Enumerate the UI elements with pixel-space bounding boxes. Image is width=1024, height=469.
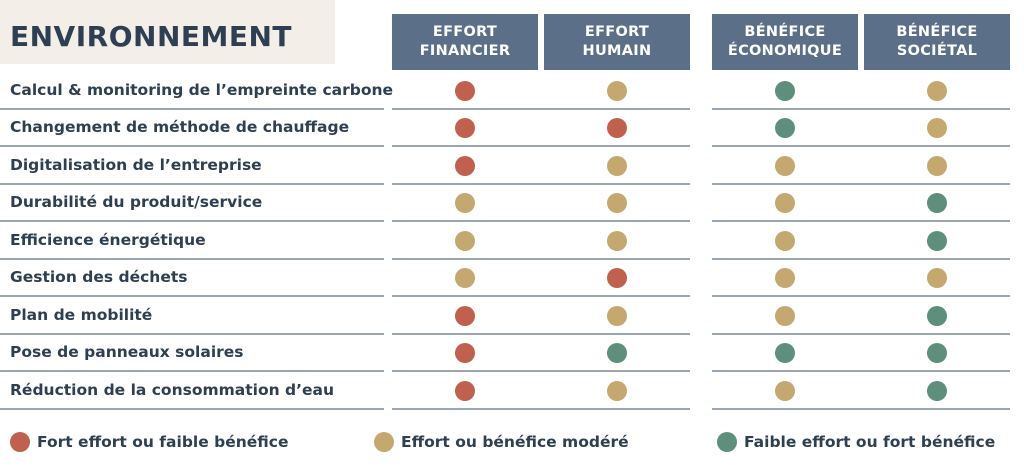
row-separator — [712, 257, 1010, 260]
page-title: ENVIRONNEMENT — [10, 20, 293, 53]
row-separator — [0, 220, 384, 222]
row-label: Gestion des déchets — [10, 268, 188, 286]
row-separator — [712, 407, 1010, 410]
row-separator — [392, 220, 690, 222]
legend-dot-red — [10, 432, 30, 452]
rating-dot-amber — [607, 305, 627, 326]
legend-dot-green — [717, 432, 737, 452]
legend-label: Effort ou bénéfice modéré — [401, 433, 629, 451]
rating-dot-amber — [775, 230, 795, 251]
rating-dot-amber — [775, 155, 795, 176]
title-box: ENVIRONNEMENT — [0, 0, 335, 64]
rating-dot-green — [927, 380, 947, 401]
rating-dot-green — [927, 230, 947, 251]
row-separator — [392, 145, 690, 147]
rating-dot-amber — [607, 230, 627, 251]
row-separator — [712, 295, 1010, 297]
rating-dot-red — [455, 80, 475, 101]
row-separator — [392, 407, 690, 410]
rating-dot-amber — [775, 193, 795, 214]
rating-dot-red — [607, 118, 627, 139]
row-separator — [0, 107, 384, 110]
rating-dot-red — [607, 268, 627, 289]
row-separator — [0, 407, 384, 410]
rating-dot-amber — [607, 193, 627, 214]
rating-dot-green — [607, 343, 627, 364]
column-header-0: EFFORT FINANCIER — [392, 14, 538, 70]
column-header-2: BÉNÉFICE ÉCONOMIQUE — [712, 14, 858, 70]
column-header-1: EFFORT HUMAIN — [544, 14, 690, 70]
rating-dot-green — [775, 343, 795, 364]
legend-label: Fort effort ou faible bénéfice — [37, 433, 289, 451]
row-separator — [392, 107, 690, 110]
row-separator — [392, 370, 690, 372]
rating-dot-red — [455, 118, 475, 139]
row-separator — [0, 370, 384, 372]
rating-dot-green — [927, 305, 947, 326]
rating-dot-amber — [775, 268, 795, 289]
row-separator — [392, 332, 690, 335]
rating-dot-amber — [607, 80, 627, 101]
rating-dot-red — [455, 380, 475, 401]
row-separator — [712, 220, 1010, 222]
row-label: Plan de mobilité — [10, 305, 153, 324]
row-separator — [392, 295, 690, 297]
row-separator — [712, 145, 1010, 147]
row-separator — [0, 257, 384, 260]
rating-dot-red — [455, 343, 475, 364]
rating-dot-amber — [607, 380, 627, 401]
rating-dot-amber — [455, 230, 475, 251]
rating-dot-amber — [607, 155, 627, 176]
rating-dot-amber — [455, 193, 475, 214]
row-separator — [392, 182, 690, 185]
rating-dot-amber — [775, 380, 795, 401]
rating-dot-red — [455, 305, 475, 326]
rating-dot-amber — [927, 118, 947, 139]
row-label: Calcul & monitoring de l’empreinte carbo… — [10, 80, 394, 99]
rating-dot-amber — [927, 80, 947, 101]
legend-item-amber: Effort ou bénéfice modéré — [374, 431, 629, 453]
legend-item-red: Fort effort ou faible bénéfice — [10, 431, 288, 453]
rating-dot-green — [775, 80, 795, 101]
rating-dot-green — [927, 193, 947, 214]
legend-item-green: Faible effort ou fort bénéfice — [717, 431, 995, 453]
row-label: Durabilité du produit/service — [10, 193, 263, 211]
rating-dot-amber — [927, 268, 947, 289]
column-header-3: BÉNÉFICE SOCIÉTAL — [864, 14, 1010, 70]
row-label: Pose de panneaux solaires — [10, 343, 244, 361]
rating-dot-green — [927, 343, 947, 364]
row-separator — [0, 145, 384, 147]
row-separator — [712, 370, 1010, 372]
legend-label: Faible effort ou fort bénéfice — [744, 433, 996, 451]
rating-dot-amber — [775, 305, 795, 326]
rating-dot-amber — [927, 155, 947, 176]
row-separator — [0, 182, 384, 185]
row-label: Changement de méthode de chauffage — [10, 118, 350, 136]
row-separator — [712, 182, 1010, 185]
rating-dot-green — [775, 118, 795, 139]
row-separator — [712, 332, 1010, 335]
legend-dot-amber — [374, 432, 394, 452]
row-label: Réduction de la consommation d’eau — [10, 380, 335, 399]
row-separator — [0, 295, 384, 297]
row-separator — [712, 107, 1010, 110]
rating-dot-amber — [455, 268, 475, 289]
row-separator — [392, 257, 690, 260]
rating-dot-red — [455, 155, 475, 176]
row-label: Digitalisation de l’entreprise — [10, 155, 262, 174]
row-separator — [0, 332, 384, 335]
row-label: Efficience énergétique — [10, 230, 206, 249]
